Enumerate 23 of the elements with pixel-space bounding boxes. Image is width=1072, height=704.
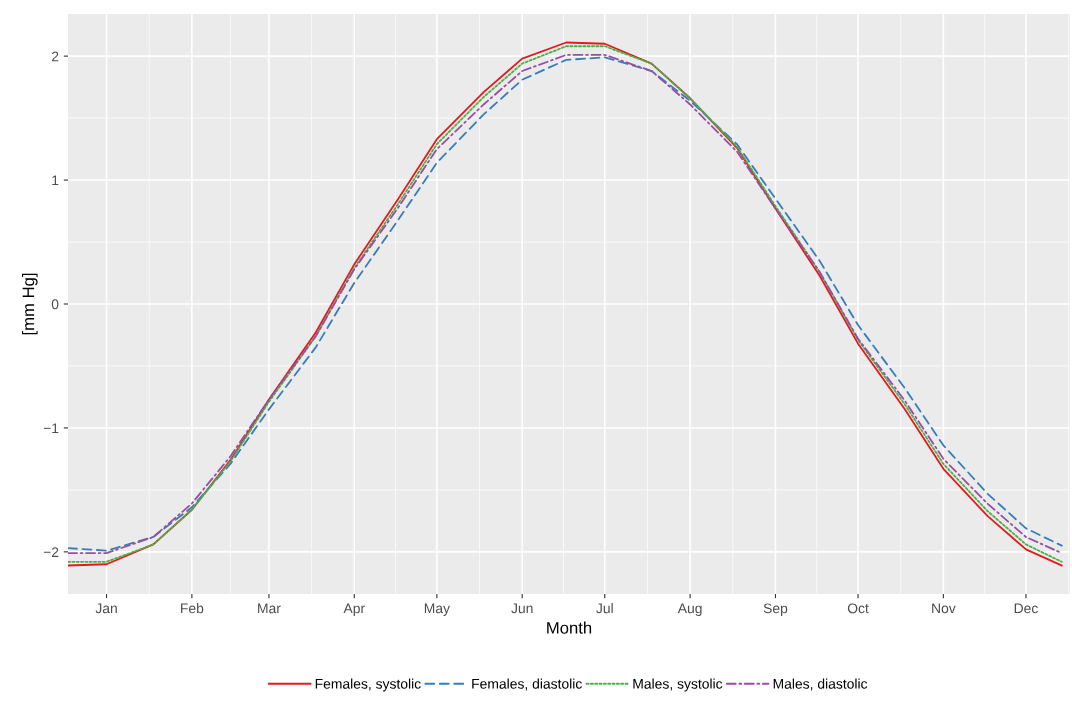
legend-label: Males, systolic	[633, 678, 723, 692]
y-axis-title: [mm Hg]	[22, 273, 38, 335]
legend-label: Males, diastolic	[773, 678, 868, 691]
x-tick-label: Sep	[763, 603, 788, 616]
x-tick-label: Oct	[847, 603, 869, 614]
legend-label: Females, systolic	[315, 678, 421, 692]
x-tick-label: Apr	[343, 603, 365, 616]
x-tick-label: Jan	[95, 603, 117, 614]
y-tick-label: 1	[52, 175, 59, 186]
x-tick-label: Aug	[677, 603, 702, 616]
x-tick-label: Jun	[511, 603, 533, 614]
x-axis-title: Month	[547, 621, 592, 634]
y-tick-label: 2	[51, 51, 59, 62]
y-tick-label: −1	[43, 423, 59, 433]
x-tick-label: Dec	[1014, 603, 1038, 614]
x-tick-label: Feb	[181, 603, 204, 614]
y-tick-label: 0	[51, 299, 59, 310]
y-tick-label: −2	[43, 547, 59, 557]
x-tick-label: May	[424, 603, 450, 616]
x-tick-label: Mar	[258, 603, 281, 614]
legend-label: Females, diastolic	[472, 678, 582, 691]
x-tick-label: Jul	[596, 603, 613, 614]
x-tick-label: Nov	[932, 603, 956, 614]
